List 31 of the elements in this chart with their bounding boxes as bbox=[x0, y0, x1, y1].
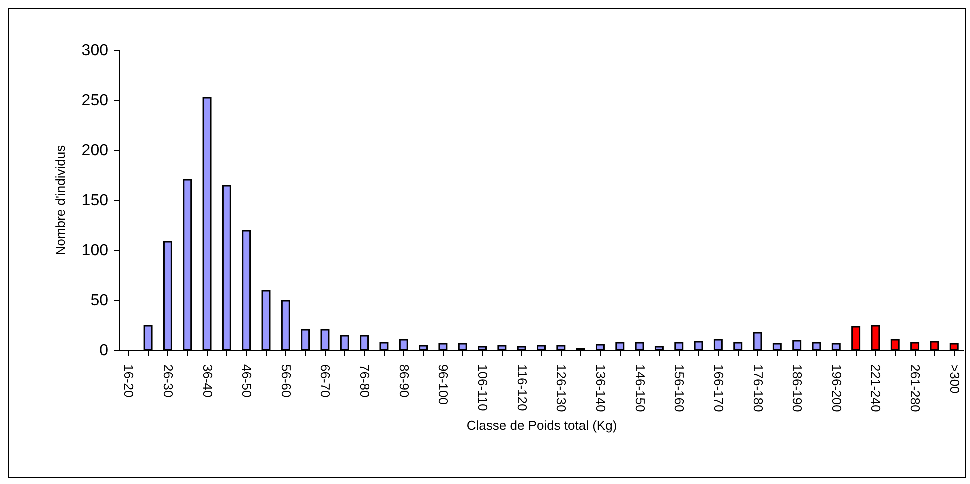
x-tick-label: 221-240 bbox=[868, 364, 884, 412]
x-tick-label: 116-120 bbox=[514, 364, 530, 412]
x-tick-label: 166-170 bbox=[711, 364, 726, 412]
x-tick-label: 86-90 bbox=[396, 364, 412, 398]
x-tick-label: 176-180 bbox=[750, 364, 766, 412]
x-tick-label: 186-190 bbox=[790, 364, 806, 412]
y-tick-label: 50 bbox=[90, 292, 109, 310]
x-tick-label: 136-140 bbox=[593, 364, 608, 412]
x-tick-label: 106-110 bbox=[476, 364, 491, 412]
x-tick-label: 36-40 bbox=[200, 364, 216, 398]
x-tick-label: 261-280 bbox=[908, 364, 924, 412]
y-tick-label: 150 bbox=[82, 192, 109, 210]
x-tick-label: 96-100 bbox=[436, 364, 452, 405]
x-tick-label: 76-80 bbox=[358, 364, 373, 398]
x-tick-label: 146-150 bbox=[632, 364, 648, 412]
x-tick-label: 46-50 bbox=[240, 364, 255, 398]
x-tick-label: 26-30 bbox=[160, 364, 176, 398]
y-tick-label: 300 bbox=[82, 42, 109, 60]
x-tick-label: 16-20 bbox=[122, 364, 137, 398]
x-tick-label: >300 bbox=[947, 364, 962, 394]
x-tick-label: 66-70 bbox=[318, 364, 334, 398]
y-tick-label: 100 bbox=[82, 242, 109, 260]
x-tick-label: 196-200 bbox=[829, 364, 844, 412]
x-axis-title: Classe de Poids total (Kg) bbox=[466, 418, 618, 434]
y-tick-label: 250 bbox=[82, 92, 109, 110]
x-tick-label: 56-60 bbox=[278, 364, 294, 398]
x-tick-label: 156-160 bbox=[672, 364, 688, 412]
y-tick-label: 200 bbox=[82, 142, 109, 160]
x-tick-label: 126-130 bbox=[554, 364, 570, 412]
y-axis-title: Nombre d'individus bbox=[52, 144, 68, 256]
y-tick-label: 0 bbox=[100, 342, 109, 360]
